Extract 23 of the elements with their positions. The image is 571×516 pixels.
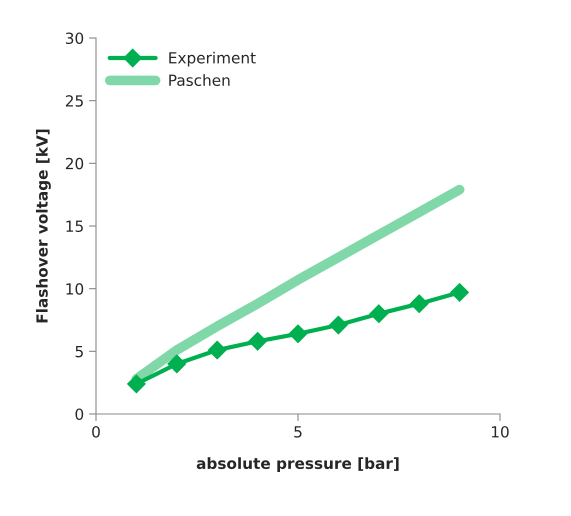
point [208,340,227,360]
point [369,304,388,324]
y-tick-label: 15 [66,220,83,232]
x-axis-title: absolute pressure [bar] [196,457,399,472]
legend-label: Experiment [169,52,256,67]
x-tick-label: 5 [294,426,302,438]
point [167,354,186,374]
point [248,332,267,351]
point [410,294,429,314]
y-tick-label: 0 [75,408,84,420]
x-tick-label: 10 [492,426,509,438]
y-tick-label: 10 [66,283,84,295]
point [288,324,308,344]
legend-label: Paschen [169,74,230,86]
point [450,283,469,302]
point [127,374,146,394]
y-tick-label: 20 [66,158,84,170]
y-axis-title: Flashover voltage [kV] [36,130,51,322]
y-tick-label: 25 [66,95,83,107]
y-tick-label: 30 [66,32,84,44]
y-tick-label: 5 [76,346,83,358]
point [329,316,348,334]
x-tick-label: 0 [92,426,100,438]
